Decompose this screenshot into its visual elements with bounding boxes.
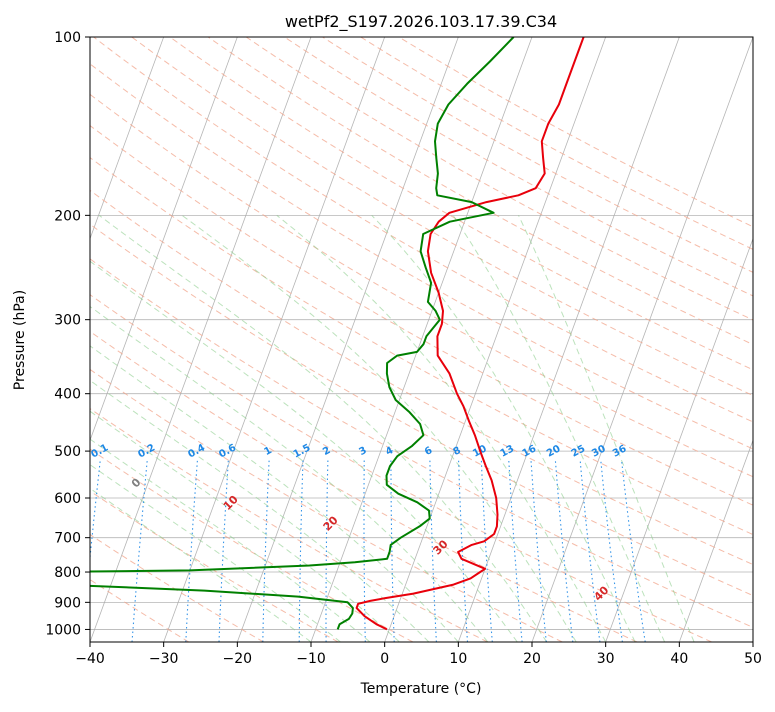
isotherm-line (16, 37, 237, 642)
y-tick-label: 700 (54, 531, 81, 547)
mixing-ratio-label: 30 (590, 443, 607, 459)
y-tick-label: 600 (54, 491, 81, 507)
dry-adiabat-line (0, 37, 775, 642)
dry-adiabat-line (0, 37, 775, 642)
isotherm-line (532, 37, 753, 642)
dry-adiabat-label: -10 (1, 428, 24, 451)
y-tick-label: 900 (54, 595, 81, 611)
dry-adiabat-line (0, 37, 562, 642)
isotherm-line (90, 37, 311, 642)
profile-lines (0, 37, 584, 629)
isotherm-line (458, 37, 679, 642)
dry-adiabat-line (0, 37, 264, 642)
moist-adiabat-line (99, 215, 547, 642)
dry-adiabat-line (55, 37, 775, 642)
x-tick-label: 30 (597, 651, 615, 667)
y-tick-label: 800 (54, 565, 81, 581)
dry-adiabat-line (0, 37, 775, 642)
mixing-ratio-label: 0.2 (136, 442, 157, 460)
dry-adiabat-line (0, 37, 338, 642)
mixing-ratio-label: 20 (545, 443, 562, 459)
moist-adiabat-line (372, 215, 635, 642)
isotherm-line (679, 37, 775, 642)
x-tick-label: −30 (149, 651, 179, 667)
x-tick-label: 10 (449, 651, 467, 667)
y-tick-label: 300 (54, 313, 81, 329)
y-tick-label: 500 (54, 444, 81, 460)
mixing-ratio-line (299, 461, 303, 643)
dry-adiabat-line (0, 37, 413, 642)
y-tick-label: 100 (54, 30, 81, 46)
mixing-ratio-line (82, 461, 100, 643)
isotherm-line (606, 37, 775, 642)
x-tick-label: −20 (223, 651, 253, 667)
mixing-ratio-label: 0.4 (186, 442, 207, 460)
moist-adiabat-line (519, 215, 695, 642)
dry-adiabat-label: 20 (321, 513, 341, 533)
y-tick-label: 1000 (45, 622, 81, 638)
x-tick-label: 40 (670, 651, 688, 667)
isotherm-line (164, 37, 385, 642)
mixing-ratio-line (263, 461, 269, 643)
mixing-ratio-line (580, 461, 600, 643)
dry-adiabat-line (246, 37, 775, 642)
mixing-ratio-line (531, 461, 546, 643)
moist-adiabat-line (30, 215, 518, 642)
background-lines (0, 37, 775, 642)
mixing-ratio-line (622, 461, 646, 643)
mixing-ratio-label: 13 (499, 443, 516, 459)
moist-adiabat-line (453, 215, 665, 642)
isotherm-line (753, 37, 775, 642)
dry-adiabat-line (17, 37, 775, 642)
dry-adiabat-line (0, 37, 712, 642)
mixing-ratio-label: 36 (611, 443, 628, 459)
dry-adiabat-line (399, 37, 775, 642)
isotherm-line (385, 37, 606, 642)
mixing-ratio-label: 25 (570, 443, 587, 459)
y-tick-label: 200 (54, 208, 81, 224)
chart-title: wetPf2_S197.2026.103.17.39.C34 (285, 12, 557, 32)
x-tick-label: −40 (75, 651, 105, 667)
x-tick-label: 20 (523, 651, 541, 667)
x-tick-label: 50 (744, 651, 762, 667)
mixing-ratio-line (601, 461, 623, 643)
x-axis-label: Temperature (°C) (360, 681, 482, 697)
mixing-ratio-label: 0.6 (217, 442, 238, 460)
dry-adiabat-line (284, 37, 775, 642)
mixing-ratio-line (326, 461, 328, 643)
dry-adiabat-line (0, 37, 189, 642)
x-tick-label: 0 (380, 651, 389, 667)
moist-adiabat-line (0, 302, 311, 642)
dry-adiabat-line (0, 37, 488, 642)
mixing-ratio-label: 0.1 (89, 442, 110, 460)
x-tick-label: −10 (296, 651, 326, 667)
dry-adiabat-line (0, 37, 775, 642)
mixing-ratio-line (186, 461, 198, 643)
y-axis-label: Pressure (hPa) (12, 290, 28, 390)
y-tick-label: 400 (54, 387, 81, 403)
dry-adiabat-line (0, 37, 775, 642)
